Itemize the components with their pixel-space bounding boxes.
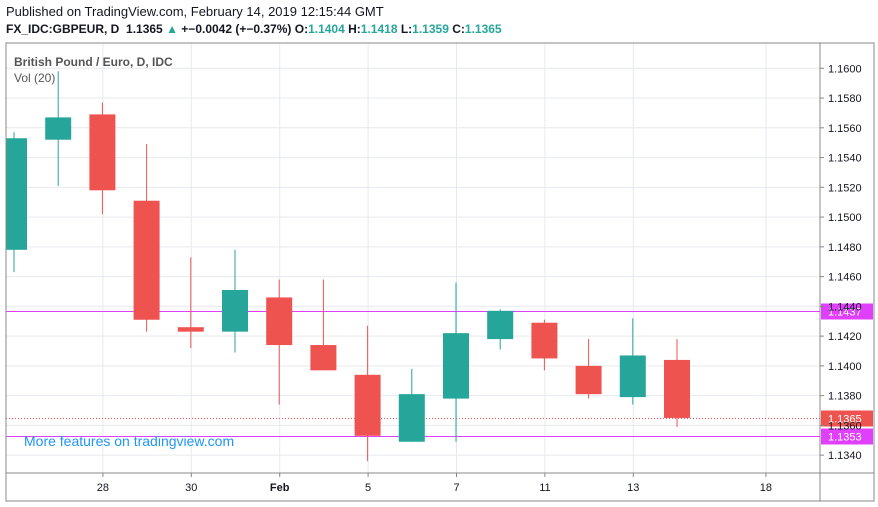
close-label: C: [452, 22, 465, 36]
up-arrow-icon: ▲ [166, 22, 178, 36]
open-value: 1.1404 [308, 22, 345, 36]
y-tick-label: 1.1500 [828, 212, 862, 224]
volume-indicator-label: Vol (20) [14, 71, 55, 85]
x-tick-label: 13 [627, 482, 639, 494]
horizontal-line-label-bg [821, 428, 873, 445]
candle-body-up [619, 355, 646, 398]
candle-body-down [531, 322, 558, 359]
high-label: H: [348, 22, 361, 36]
candle-body-up [6, 138, 27, 250]
y-tick-label: 1.1360 [828, 420, 862, 432]
horizontal-line-label: 1.1437 [828, 307, 862, 319]
ohlc-line: FX_IDC:GBPEUR, D 1.1365 ▲ +−0.0042 (+−0.… [6, 22, 502, 36]
candle-body-up [398, 394, 425, 442]
candle-body-up [45, 117, 72, 140]
low-value: 1.1359 [412, 22, 449, 36]
x-tick-label: 11 [539, 482, 550, 494]
x-tick-label: 5 [365, 482, 371, 494]
last-price: 1.1365 [126, 22, 163, 36]
y-tick-label: 1.1420 [828, 331, 862, 343]
x-tick-label: 30 [185, 482, 197, 494]
y-tick-label: 1.1600 [828, 63, 862, 75]
published-line: Published on TradingView.com, February 1… [6, 4, 384, 19]
x-tick-label: 7 [453, 482, 459, 494]
candle-body-down [177, 327, 204, 332]
candles [6, 71, 690, 462]
y-tick-label: 1.1480 [828, 242, 862, 254]
last-price-label: 1.1365 [828, 414, 862, 426]
candle-body-up [443, 333, 469, 399]
horizontal-line-label: 1.1353 [828, 432, 862, 444]
candle-body-down [133, 200, 160, 320]
symbol-label: FX_IDC:GBPEUR, D [6, 22, 120, 36]
y-tick-label: 1.1520 [828, 182, 862, 194]
y-tick-label: 1.1580 [828, 93, 862, 105]
open-label: O: [294, 22, 309, 36]
candle-body-down [266, 297, 293, 346]
candle-body-down [664, 359, 690, 418]
y-tick-label: 1.1540 [828, 153, 862, 165]
y-tick-label: 1.1460 [828, 272, 862, 284]
y-tick-label: 1.1380 [828, 391, 862, 403]
horizontal-line-label-bg [821, 303, 873, 320]
candle-body-up [487, 310, 514, 340]
y-tick-label: 1.1340 [828, 450, 862, 462]
change-value: +−0.0042 (+−0.37%) [181, 22, 292, 36]
candle-body-up [222, 289, 248, 332]
watermark-text[interactable]: More features on tradingview.com [24, 433, 234, 449]
candle-body-down [575, 365, 602, 395]
close-value: 1.1365 [464, 22, 502, 36]
chart-frame [5, 42, 875, 502]
axes: 1.13401.13601.13801.14001.14201.14401.14… [5, 42, 875, 502]
x-tick-label: Feb [270, 482, 290, 494]
candle-group [6, 71, 690, 462]
last-price-label-bg [821, 410, 873, 427]
x-tick-label: 18 [760, 482, 772, 494]
candle-body-down [354, 374, 381, 436]
y-tick-label: 1.1440 [828, 301, 862, 313]
y-tick-label: 1.1400 [828, 361, 862, 373]
high-value: 1.1418 [360, 22, 398, 36]
y-tick-label: 1.1560 [828, 123, 862, 135]
chart-title: British Pound / Euro, D, IDC [14, 55, 173, 69]
candle-body-down [310, 345, 337, 371]
low-label: L: [400, 22, 413, 36]
candle-body-down [89, 114, 116, 191]
x-tick-label: 28 [97, 482, 109, 494]
horizontal-lines: 1.1437 1.1353 1.1365 [6, 303, 873, 445]
